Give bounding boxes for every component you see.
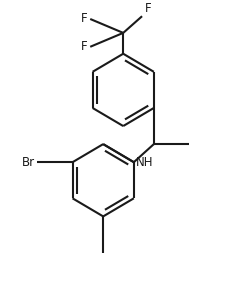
Text: Br: Br <box>22 156 35 169</box>
Text: F: F <box>144 2 151 15</box>
Text: NH: NH <box>136 156 154 169</box>
Text: F: F <box>81 40 88 53</box>
Text: F: F <box>81 12 88 26</box>
